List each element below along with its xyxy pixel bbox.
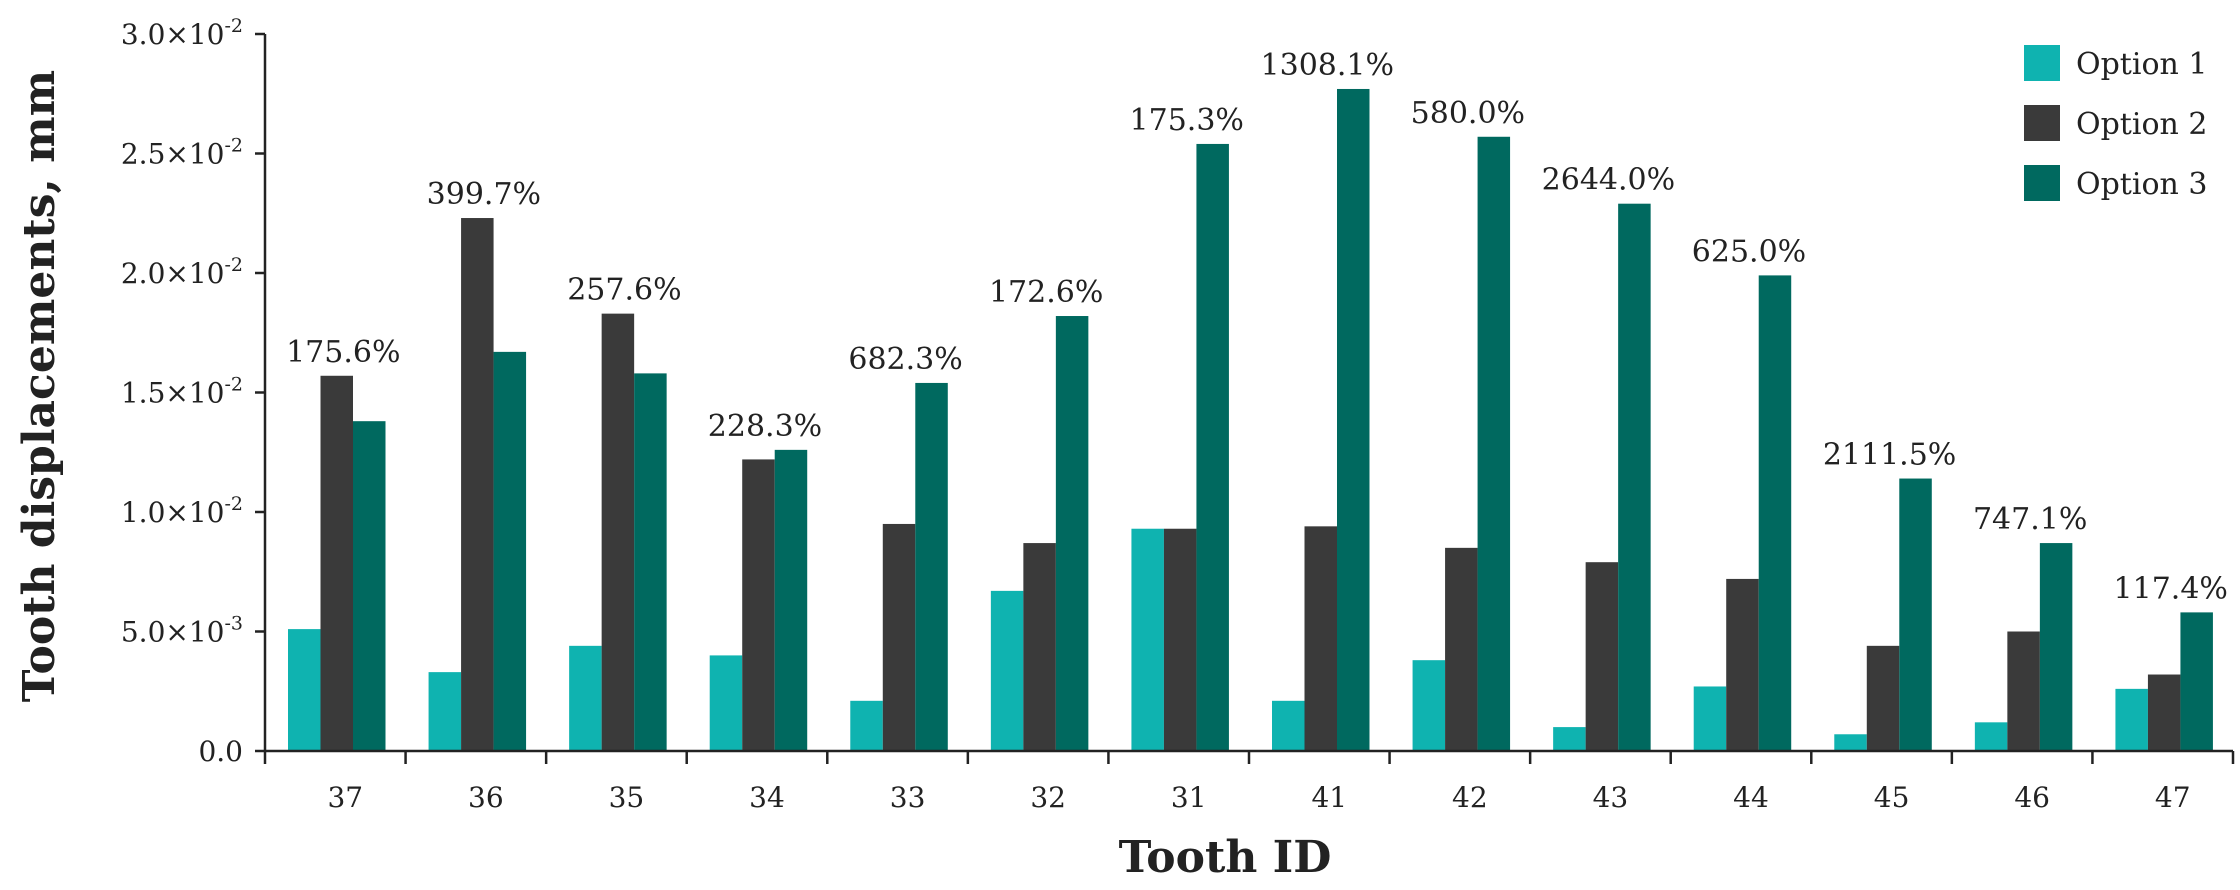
y-tick-label: 1.5×10-2 [121, 374, 243, 410]
x-tick-label: 47 [2155, 781, 2191, 814]
data-label-36: 399.7% [427, 177, 541, 212]
bar-option-1-45 [1834, 734, 1867, 751]
annotations-group: 175.6% 399.7% 257.6% 228.3% 682.3% 172.6% 175.… [286, 48, 2228, 606]
data-label-41: 1308.1% [1261, 48, 1394, 83]
bar-option-3-46 [2039, 543, 2073, 751]
legend-swatch-3 [2024, 165, 2060, 201]
bar-option-2-43 [1585, 562, 1619, 751]
bar-option-3-47 [2180, 612, 2213, 751]
bar-option-2-33 [882, 523, 916, 751]
bar-option-2-47 [2147, 674, 2181, 751]
bar-option-2-32 [1023, 543, 1056, 751]
bar-option-1-42 [1412, 660, 1446, 751]
bar-option-3-44 [1758, 275, 1792, 751]
bar-option-3-36 [493, 351, 527, 751]
x-tick-label: 42 [1452, 781, 1488, 814]
bar-option-3-37 [353, 421, 386, 751]
bar-option-2-35 [601, 313, 635, 751]
bar-option-3-34 [774, 449, 808, 751]
bar-option-1-41 [1272, 700, 1305, 751]
data-label-33: 682.3% [848, 342, 962, 377]
bar-option-1-31 [1131, 528, 1164, 751]
y-tick-label: 2.0×10-2 [121, 254, 243, 290]
data-label-35: 257.6% [567, 273, 681, 308]
data-label-45: 2111.5% [1823, 438, 1956, 473]
data-label-42: 580.0% [1411, 96, 1525, 131]
x-tick-label: 46 [2014, 781, 2050, 814]
legend: Option 1 Option 2 Option 3 [2024, 45, 2207, 202]
y-tick-label: 0.0 [198, 735, 243, 768]
legend-label-2: Option 2 [2076, 107, 2207, 142]
bar-option-2-45 [1866, 645, 1900, 751]
x-tick-label: 32 [1030, 781, 1066, 814]
bar-option-3-32 [1055, 316, 1089, 751]
legend-swatch-2 [2024, 105, 2060, 141]
data-label-34: 228.3% [708, 409, 822, 444]
bar-option-2-42 [1445, 547, 1478, 751]
x-tick-label: 35 [609, 781, 645, 814]
data-label-32: 172.6% [989, 275, 1103, 310]
bar-option-3-35 [634, 373, 667, 751]
bar-option-1-47 [2115, 688, 2148, 751]
x-tick-label: 41 [1311, 781, 1347, 814]
bar-option-1-33 [850, 700, 883, 751]
bar-option-3-43 [1618, 203, 1651, 751]
bar-option-3-45 [1899, 478, 1932, 751]
bar-option-2-31 [1163, 528, 1197, 751]
data-label-44: 625.0% [1692, 234, 1806, 269]
legend-label-1: Option 1 [2076, 47, 2207, 82]
y-tick-label: 5.0×10-3 [121, 613, 243, 649]
x-tick-label: 44 [1733, 781, 1769, 814]
data-label-46: 747.1% [1973, 502, 2087, 537]
x-ticks-group: 37 36 35 34 33 32 31 41 42 43 44 45 46 47 [263, 751, 2235, 814]
x-tick-label: 33 [890, 781, 926, 814]
x-tick-label: 43 [1593, 781, 1629, 814]
y-tick-label: 2.5×10-2 [121, 135, 243, 171]
bar-option-3-31 [1196, 143, 1229, 751]
bar-option-3-33 [915, 382, 948, 751]
bar-option-1-36 [428, 672, 462, 751]
bar-option-2-36 [461, 218, 494, 751]
bar-option-2-34 [742, 459, 775, 751]
bar-option-1-34 [709, 655, 743, 751]
bar-option-2-37 [320, 375, 353, 751]
y-tick-label: 1.0×10-2 [121, 493, 243, 529]
x-tick-label: 34 [749, 781, 785, 814]
bar-option-2-44 [1726, 578, 1759, 751]
data-label-47: 117.4% [2114, 571, 2228, 606]
bar-option-1-35 [569, 645, 602, 751]
bar-option-1-37 [288, 629, 321, 751]
bar-option-1-44 [1693, 686, 1727, 751]
bars-group [288, 88, 2213, 752]
y-tick-label: 3.0×10-2 [121, 15, 243, 51]
x-axis-title: Tooth ID [1119, 832, 1332, 883]
data-label-37: 175.6% [286, 335, 400, 370]
bar-option-1-32 [990, 590, 1024, 751]
data-label-43: 2644.0% [1542, 163, 1675, 198]
y-ticks-group: 0.0 5.0×10-3 1.0×10-2 1.5×10-2 2.0×10-2 2.5×1… [121, 15, 265, 768]
legend-swatch-1 [2024, 45, 2060, 81]
x-tick-label: 36 [468, 781, 504, 814]
bar-option-2-41 [1304, 526, 1337, 751]
y-axis-title: Tooth displacements, mm [14, 70, 65, 702]
bar-option-1-46 [1974, 722, 2008, 751]
bar-option-1-43 [1553, 727, 1586, 751]
bar-option-2-46 [2007, 631, 2040, 751]
data-label-31: 175.3% [1130, 103, 1244, 138]
bar-option-3-42 [1477, 136, 1511, 751]
legend-label-3: Option 3 [2076, 167, 2207, 202]
x-tick-label: 37 [327, 781, 363, 814]
axes-group [263, 34, 2233, 753]
x-tick-label: 31 [1171, 781, 1207, 814]
bar-option-3-41 [1337, 88, 1370, 752]
x-tick-label: 45 [1874, 781, 1910, 814]
